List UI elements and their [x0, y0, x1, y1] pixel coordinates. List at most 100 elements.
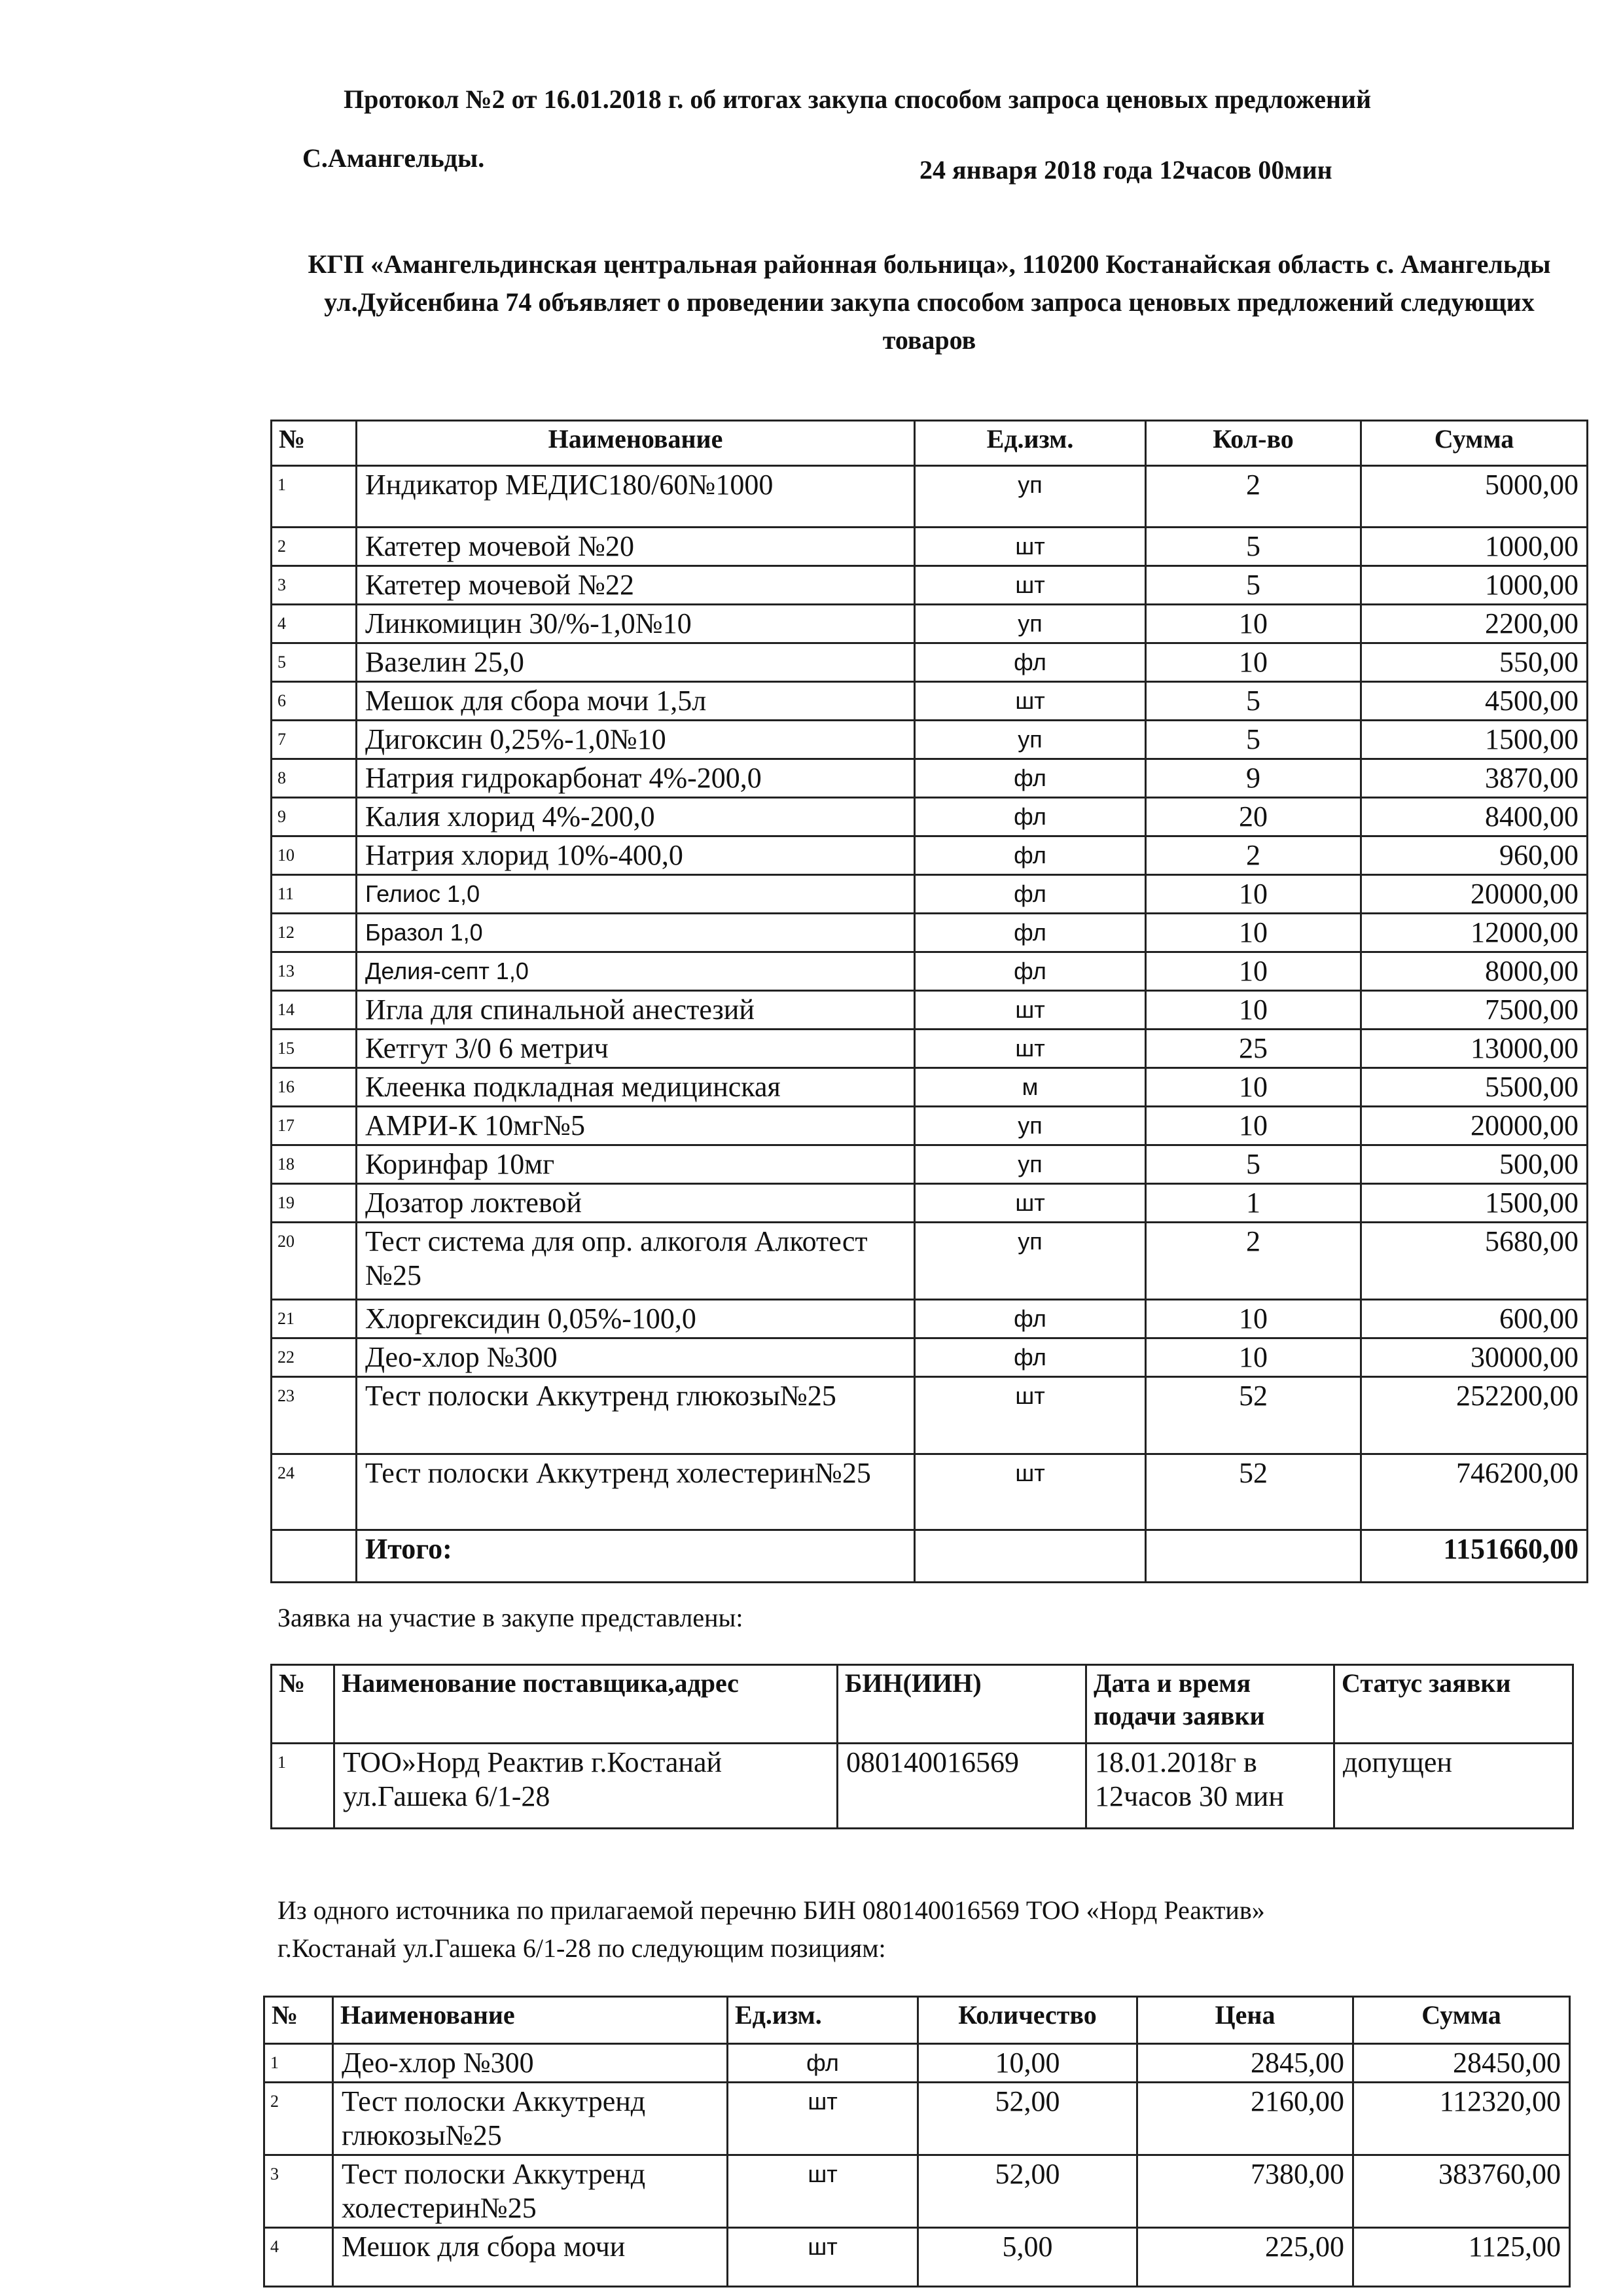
- city: С.Амангельды.: [302, 143, 485, 173]
- table-cell: Клеенка подкладная медицинская: [355, 1067, 916, 1107]
- table-cell: шт: [914, 565, 1147, 605]
- table-cell: АМРИ-К 10мг№5: [355, 1105, 916, 1146]
- table-cell: 28450,00: [1352, 2043, 1571, 2083]
- table-cell: Тест полоски Аккутренд холестерин№25: [355, 1453, 916, 1531]
- table-cell: 17: [270, 1105, 357, 1146]
- single-source-caption-line1: Из одного источника по прилагаемой переч…: [277, 1895, 1265, 1925]
- table-cell: фл: [914, 951, 1147, 992]
- table-cell: уп: [914, 465, 1147, 528]
- table-cell: 7380,00: [1136, 2154, 1354, 2229]
- column-header: Дата и время подачи заявки: [1085, 1664, 1335, 1744]
- table-cell: шт: [914, 1183, 1147, 1223]
- table-cell: 4500,00: [1360, 681, 1588, 721]
- column-header: Цена: [1136, 1996, 1354, 2045]
- table-cell: 16: [270, 1067, 357, 1107]
- table-cell: Игла для спинальной анестезий: [355, 990, 916, 1030]
- table-cell: 6: [270, 681, 357, 721]
- table-cell: Коринфар 10мг: [355, 1144, 916, 1185]
- table-row: 20 Тест система для опр. алкоголя Алкотес…: [270, 1221, 1588, 1300]
- table-row: 23 Тест полоски Аккутренд глюкозы№25 шт 52 2…: [270, 1376, 1588, 1455]
- column-header: №: [263, 1996, 334, 2045]
- table-cell: 22: [270, 1337, 357, 1378]
- table-cell: 2: [1145, 465, 1362, 528]
- table-cell: шт: [914, 990, 1147, 1030]
- table-row: 9 Калия хлорид 4%-200,0 фл 20 8400,00: [270, 797, 1588, 837]
- table-cell: Хлоргексидин 0,05%-100,0: [355, 1299, 916, 1339]
- table-cell: 30000,00: [1360, 1337, 1588, 1378]
- table-cell: 10: [270, 835, 357, 876]
- table-row: 21 Хлоргексидин 0,05%-100,0 фл 10 600,00: [270, 1299, 1588, 1339]
- table-cell: 20: [270, 1221, 357, 1300]
- table-cell: фл: [914, 1337, 1147, 1378]
- table-cell: 10,00: [917, 2043, 1138, 2083]
- column-header: Ед.изм.: [914, 420, 1147, 467]
- table-row: 5 Вазелин 25,0 фл 10 550,00: [270, 642, 1588, 683]
- table-cell: 1: [1145, 1183, 1362, 1223]
- table-cell: 8400,00: [1360, 797, 1588, 837]
- table-cell: 600,00: [1360, 1299, 1588, 1339]
- table-row: 2 Катетер мочевой №20 шт 5 1000,00: [270, 526, 1588, 567]
- table-cell: 2200,00: [1360, 603, 1588, 644]
- table-cell: 5,00: [917, 2227, 1138, 2287]
- announcement: КГП «Амангельдинская центральная районна…: [308, 249, 1551, 355]
- table-row: 11 Гелиос 1,0 фл 10 20000,00: [270, 874, 1588, 914]
- table-cell: 2: [1145, 1221, 1362, 1300]
- table-cell: 12000,00: [1360, 912, 1588, 953]
- table-cell: 500,00: [1360, 1144, 1588, 1185]
- table-row: 22 Део-хлор №300 фл 10 30000,00: [270, 1337, 1588, 1378]
- table-cell: 7: [270, 719, 357, 760]
- table-cell: Тест полоски Аккутренд глюкозы№25: [355, 1376, 916, 1455]
- column-header: Ед.изм.: [726, 1996, 919, 2045]
- applications-caption: Заявка на участие в закупе представлены:: [277, 1603, 743, 1632]
- table-row: 16 Клеенка подкладная медицинская м 10 5500,…: [270, 1067, 1588, 1107]
- table-cell: 3: [263, 2154, 334, 2229]
- table-cell: 12: [270, 912, 357, 953]
- table-cell: фл: [914, 835, 1147, 876]
- table-cell: шт: [914, 1028, 1147, 1069]
- protocol-datetime: 24 января 2018 года 12часов 00мин: [919, 155, 1332, 185]
- table-cell: 112320,00: [1352, 2081, 1571, 2156]
- table-cell: 225,00: [1136, 2227, 1354, 2287]
- table-cell: 24: [270, 1453, 357, 1531]
- table-cell: 20000,00: [1360, 874, 1588, 914]
- table-cell: фл: [726, 2043, 919, 2083]
- table-row: 1 ТОО»Норд Реактив г.Костанай ул.Гашека 6…: [270, 1742, 1574, 1829]
- table-cell: 19: [270, 1183, 357, 1223]
- table-cell: 5: [270, 642, 357, 683]
- table-cell: 25: [1145, 1028, 1362, 1069]
- column-header: Наименование: [332, 1996, 728, 2045]
- total-cell: [1145, 1529, 1362, 1583]
- table-row: 6 Мешок для сбора мочи 1,5л шт 5 4500,00: [270, 681, 1588, 721]
- column-header: Сумма: [1352, 1996, 1571, 2045]
- table-cell: 10: [1145, 1067, 1362, 1107]
- table-cell: 2: [263, 2081, 334, 2156]
- table-cell: Бразол 1,0: [355, 912, 916, 953]
- table-cell: фл: [914, 642, 1147, 683]
- goods-table: № Наименование Ед.изм. Кол-во Сумма 1 Индикат…: [270, 420, 1588, 1583]
- table-cell: 10: [1145, 1105, 1362, 1146]
- table-cell: 746200,00: [1360, 1453, 1588, 1531]
- table-row: 12 Бразол 1,0 фл 10 12000,00: [270, 912, 1588, 953]
- table-cell: фл: [914, 758, 1147, 798]
- table-cell: 2160,00: [1136, 2081, 1354, 2156]
- table-cell: Катетер мочевой №20: [355, 526, 916, 567]
- table-cell: Тест полоски Аккутренд глюкозы№25: [332, 2081, 728, 2156]
- table-cell: уп: [914, 1105, 1147, 1146]
- table-row: 7 Дигоксин 0,25%-1,0№10 уп 5 1500,00: [270, 719, 1588, 760]
- table-cell: 10: [1145, 1337, 1362, 1378]
- table-cell: 1125,00: [1352, 2227, 1571, 2287]
- table-cell: шт: [914, 526, 1147, 567]
- table-cell: 1500,00: [1360, 719, 1588, 760]
- table-cell: 960,00: [1360, 835, 1588, 876]
- table-cell: 1: [270, 465, 357, 528]
- single-source-caption-line2: г.Костанай ул.Гашека 6/1-28 по следующим…: [277, 1933, 886, 1963]
- table-cell: 3: [270, 565, 357, 605]
- table-cell: 7500,00: [1360, 990, 1588, 1030]
- table-cell: допущен: [1333, 1742, 1574, 1829]
- table-cell: 9: [1145, 758, 1362, 798]
- table-row: 8 Натрия гидрокарбонат 4%-200,0 фл 9 3870,00: [270, 758, 1588, 798]
- column-header: Кол-во: [1145, 420, 1362, 467]
- total-cell: [914, 1529, 1147, 1583]
- table-cell: 10: [1145, 874, 1362, 914]
- table-cell: 383760,00: [1352, 2154, 1571, 2229]
